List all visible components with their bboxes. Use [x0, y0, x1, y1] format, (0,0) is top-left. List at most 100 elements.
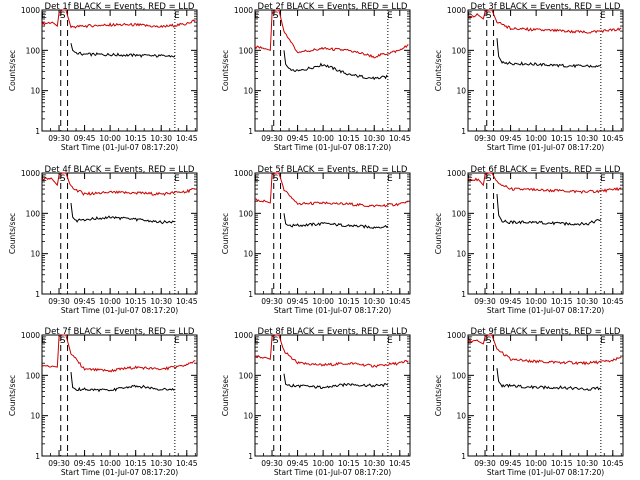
x-tick-label: 10:00	[312, 134, 334, 143]
x-tick-label: 10:15	[338, 297, 360, 306]
marker-label: S	[273, 336, 279, 346]
x-tick-label: 09:45	[74, 297, 96, 306]
chart-title: Det 1f BLACK = Events, RED = LLD	[45, 2, 195, 12]
x-tick-label: 10:45	[602, 459, 624, 468]
marker-label: S	[60, 11, 66, 21]
x-tick-label: 10:00	[99, 297, 121, 306]
y-tick-label: 10	[456, 87, 466, 96]
marker-label: E	[467, 11, 473, 21]
red-lld-series-line	[467, 9, 622, 34]
y-axis-label: Counts/sec	[8, 213, 17, 254]
x-tick-label: 10:45	[602, 297, 624, 306]
plot-frame	[41, 334, 198, 457]
red-lld-series-line	[467, 334, 622, 366]
x-tick-label: 09:45	[74, 459, 96, 468]
x-tick-label: 10:30	[150, 134, 172, 143]
black-events-series-line	[496, 368, 601, 391]
chart-title: Det 7f BLACK = Events, RED = LLD	[45, 327, 195, 337]
y-tick-label: 1000	[234, 6, 253, 15]
plot-frame	[467, 172, 624, 295]
y-tick-label: 1	[35, 127, 40, 136]
x-tick-label: 09:30	[261, 297, 283, 306]
x-tick-label: 10:30	[150, 459, 172, 468]
x-tick-label: 10:15	[125, 459, 147, 468]
x-axis-label: Start Time (01-Jul-07 08:17:20)	[487, 306, 604, 315]
y-tick-label: 100	[26, 209, 41, 218]
x-tick-label: 09:30	[48, 297, 70, 306]
marker-label: E	[174, 11, 180, 21]
y-tick-label: 100	[452, 46, 467, 55]
y-tick-label: 1	[248, 452, 253, 461]
x-tick-label: 10:30	[576, 297, 598, 306]
y-axis-label: Counts/sec	[221, 50, 230, 91]
marker-label: S	[60, 174, 66, 184]
marker-label: E	[174, 174, 180, 184]
x-tick-label: 10:00	[99, 459, 121, 468]
red-lld-series-line	[41, 334, 196, 373]
chart-title: Det 5f BLACK = Events, RED = LLD	[258, 165, 408, 175]
x-axis-label: Start Time (01-Jul-07 08:17:20)	[274, 468, 391, 477]
chart-panel: Det 5f BLACK = Events, RED = LLD 1 10 100 10…	[221, 165, 411, 315]
x-tick-label: 10:15	[125, 134, 147, 143]
x-axis-label: Start Time (01-Jul-07 08:17:20)	[274, 306, 391, 315]
marker-label: S	[486, 174, 492, 184]
chart-panel: Det 2f BLACK = Events, RED = LLD 1 10 100 10…	[221, 2, 411, 152]
y-tick-label: 1000	[21, 331, 40, 340]
y-tick-label: 10	[30, 412, 40, 421]
x-tick-label: 09:30	[474, 134, 496, 143]
marker-label: E	[600, 11, 606, 21]
chart-title: Det 8f BLACK = Events, RED = LLD	[258, 327, 408, 337]
x-tick-label: 10:30	[363, 134, 385, 143]
y-tick-label: 1000	[21, 169, 40, 178]
marker-label: S	[60, 336, 66, 346]
y-tick-label: 100	[452, 371, 467, 380]
x-tick-label: 10:15	[551, 297, 573, 306]
y-tick-label: 1000	[447, 169, 466, 178]
x-tick-label: 09:30	[474, 297, 496, 306]
red-lld-series-line	[467, 172, 622, 194]
marker-label: E	[467, 174, 473, 184]
plot-frame	[254, 9, 411, 132]
y-tick-label: 100	[239, 371, 254, 380]
x-axis-label: Start Time (01-Jul-07 08:17:20)	[274, 143, 391, 152]
black-events-series-line	[283, 373, 389, 389]
plot-frame	[254, 172, 411, 295]
red-lld-series-line	[41, 172, 196, 197]
chart-title: Det 3f BLACK = Events, RED = LLD	[471, 2, 621, 12]
y-axis-label: Counts/sec	[8, 50, 17, 91]
black-events-series-line	[70, 43, 176, 58]
marker-label: E	[254, 11, 260, 21]
y-tick-label: 1000	[234, 331, 253, 340]
x-tick-label: 10:45	[176, 134, 198, 143]
x-tick-label: 09:45	[500, 134, 522, 143]
x-tick-label: 10:15	[125, 297, 147, 306]
black-events-series-line	[70, 202, 175, 225]
marker-label: S	[273, 174, 279, 184]
x-tick-label: 09:45	[500, 459, 522, 468]
x-tick-label: 10:45	[389, 297, 411, 306]
x-tick-label: 10:30	[576, 134, 598, 143]
y-tick-label: 10	[456, 250, 466, 259]
chart-title: Det 6f BLACK = Events, RED = LLD	[471, 165, 621, 175]
x-tick-label: 10:00	[525, 134, 547, 143]
y-tick-label: 1000	[234, 169, 253, 178]
plot-frame	[41, 172, 198, 295]
y-tick-label: 10	[30, 250, 40, 259]
x-tick-label: 09:45	[287, 459, 309, 468]
black-events-series-line	[496, 38, 602, 69]
y-tick-label: 100	[239, 209, 254, 218]
x-tick-label: 10:45	[389, 134, 411, 143]
y-tick-label: 1000	[21, 6, 40, 15]
x-tick-label: 10:45	[176, 459, 198, 468]
x-tick-label: 10:15	[551, 459, 573, 468]
marker-label: E	[174, 336, 180, 346]
y-tick-label: 100	[239, 46, 254, 55]
red-lld-series-line	[254, 9, 409, 59]
y-axis-label: Counts/sec	[434, 50, 443, 91]
y-tick-label: 1000	[447, 6, 466, 15]
black-events-series-line	[283, 50, 389, 81]
y-axis-label: Counts/sec	[221, 213, 230, 254]
x-tick-label: 10:00	[312, 459, 334, 468]
y-tick-label: 1	[35, 452, 40, 461]
